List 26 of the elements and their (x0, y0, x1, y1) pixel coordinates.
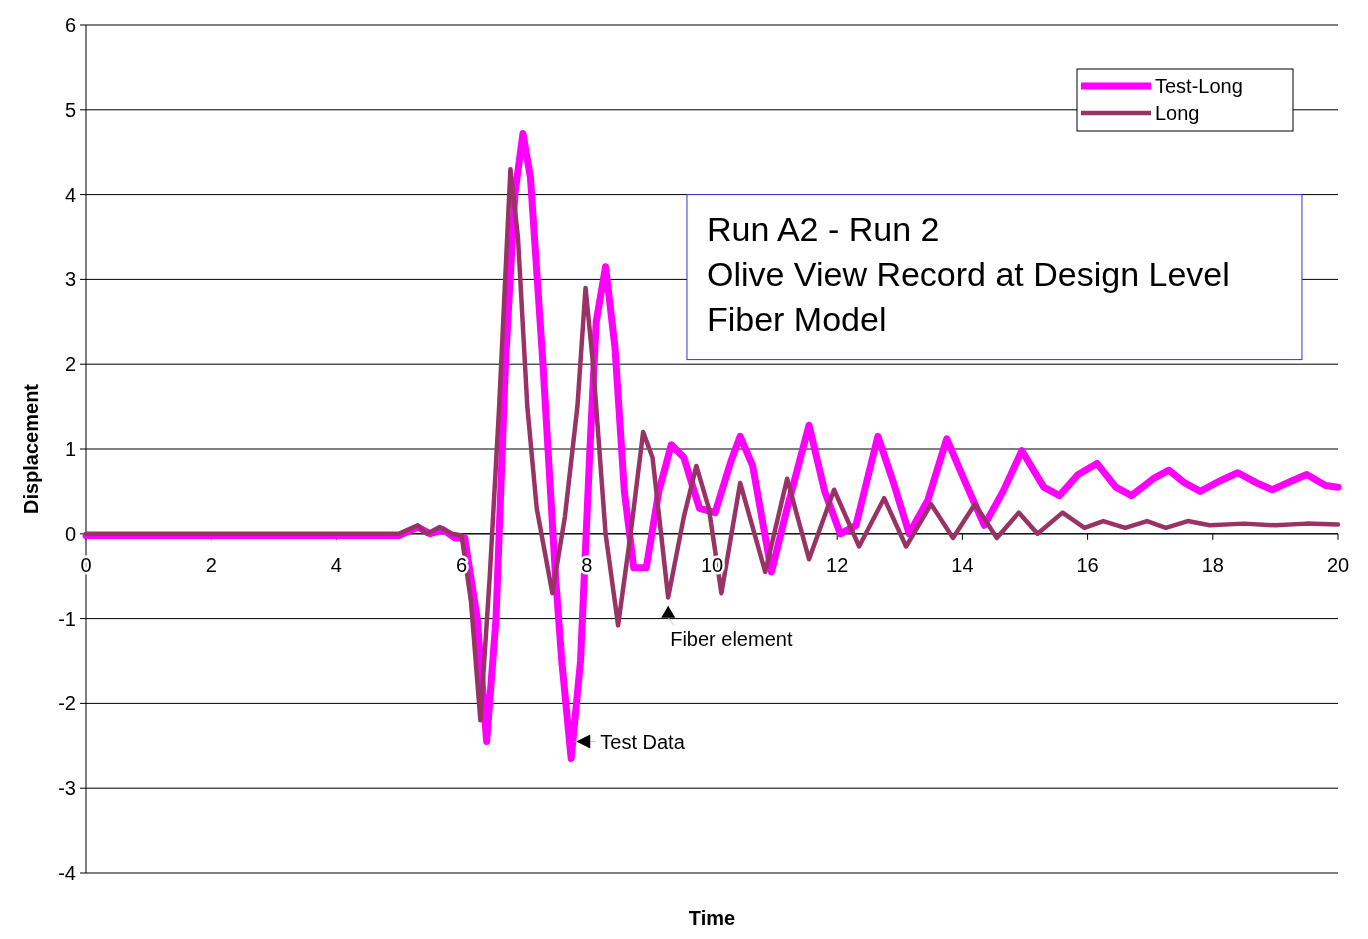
y-tick-label: -3 (58, 777, 76, 800)
x-tick-label: 16 (1076, 553, 1099, 576)
y-tick-label: 2 (64, 353, 76, 376)
x-tick-label: 4 (330, 553, 342, 576)
legend-label: Test-Long (1155, 75, 1243, 97)
x-tick-label: 14 (951, 553, 974, 576)
x-axis-title: Time (688, 907, 736, 929)
y-axis-title: Displacement (20, 383, 42, 515)
annotation: Run A2 - Run 2 Olive View Record at Design Level Fiber Model (706, 209, 1230, 338)
x-tick-label: 0 (80, 553, 92, 576)
annotation: Test Data (600, 730, 686, 753)
x-tick-label: 18 (1201, 553, 1224, 576)
x-tick-label: 20 (1326, 553, 1350, 576)
x-tick-label: 12 (826, 553, 849, 576)
y-tick-label: 4 (64, 183, 76, 206)
y-tick-label: 6 (64, 14, 76, 36)
x-tick-label: 2 (205, 553, 217, 576)
annotation: Fiber element (670, 627, 793, 650)
y-tick-label: 3 (64, 268, 76, 291)
y-tick-label: -1 (58, 607, 76, 630)
y-tick-label: -4 (58, 862, 76, 884)
y-tick-label: 5 (64, 98, 76, 121)
y-tick-label: -2 (58, 692, 76, 715)
legend-label: Long (1155, 102, 1200, 124)
y-tick-label: 1 (64, 438, 76, 460)
y-tick-label: 0 (64, 522, 76, 545)
